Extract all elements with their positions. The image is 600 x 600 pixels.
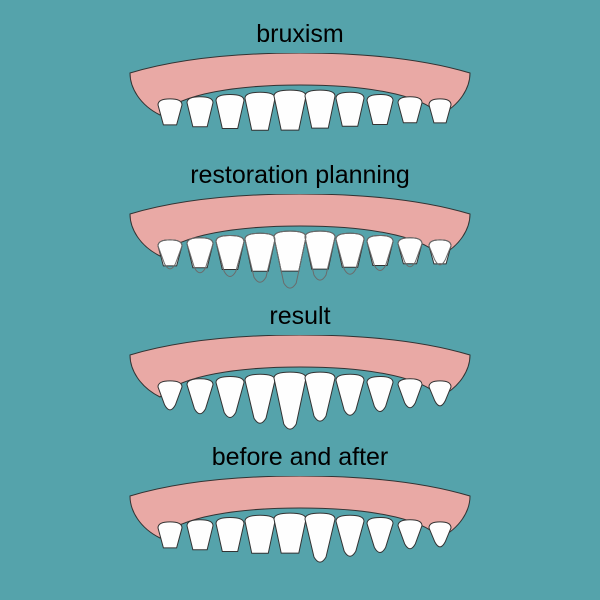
- section-label: restoration planning: [190, 161, 410, 190]
- section-beforeafter: before and after: [120, 443, 480, 576]
- section-planning: restoration planning: [120, 161, 480, 294]
- tooth: [274, 513, 306, 553]
- tooth: [187, 379, 213, 414]
- tooth: [429, 381, 451, 406]
- tooth: [187, 520, 213, 550]
- section-bruxism: bruxism: [120, 20, 480, 153]
- tooth: [429, 522, 451, 547]
- tooth: [305, 231, 335, 269]
- tooth: [245, 515, 275, 553]
- section-label: bruxism: [256, 20, 344, 49]
- tooth: [429, 240, 451, 264]
- tooth: [398, 97, 422, 123]
- teeth-arch-planning: [120, 194, 480, 294]
- tooth: [158, 381, 182, 410]
- tooth: [367, 377, 393, 412]
- tooth: [216, 377, 244, 418]
- teeth-arch-bruxism: [120, 53, 480, 153]
- tooth: [216, 518, 244, 552]
- tooth: [187, 97, 213, 127]
- section-result: result: [120, 302, 480, 435]
- teeth-wrap: [120, 53, 480, 153]
- teeth-arch-result: [120, 335, 480, 435]
- teeth-wrap: [120, 335, 480, 435]
- tooth: [398, 379, 422, 408]
- tooth: [216, 95, 244, 129]
- tooth: [336, 374, 364, 415]
- teeth-wrap: [120, 194, 480, 294]
- tooth: [336, 92, 364, 126]
- tooth: [336, 515, 364, 556]
- tooth: [245, 233, 275, 271]
- tooth: [274, 372, 306, 429]
- tooth: [367, 518, 393, 553]
- tooth: [305, 372, 335, 421]
- tooth: [216, 236, 244, 270]
- tooth: [274, 90, 306, 130]
- tooth: [398, 238, 422, 264]
- teeth-wrap: [120, 476, 480, 576]
- teeth-arch-beforeafter: [120, 476, 480, 576]
- tooth: [429, 99, 451, 123]
- tooth: [305, 513, 335, 562]
- tooth: [305, 90, 335, 128]
- section-label: result: [269, 302, 330, 331]
- tooth: [158, 99, 182, 125]
- tooth: [274, 231, 306, 271]
- tooth: [187, 238, 213, 268]
- tooth: [245, 92, 275, 130]
- tooth: [158, 522, 182, 548]
- tooth: [367, 95, 393, 125]
- tooth: [158, 240, 182, 266]
- tooth: [398, 520, 422, 549]
- tooth: [336, 233, 364, 267]
- section-label: before and after: [212, 443, 389, 472]
- tooth: [367, 236, 393, 266]
- tooth: [245, 374, 275, 423]
